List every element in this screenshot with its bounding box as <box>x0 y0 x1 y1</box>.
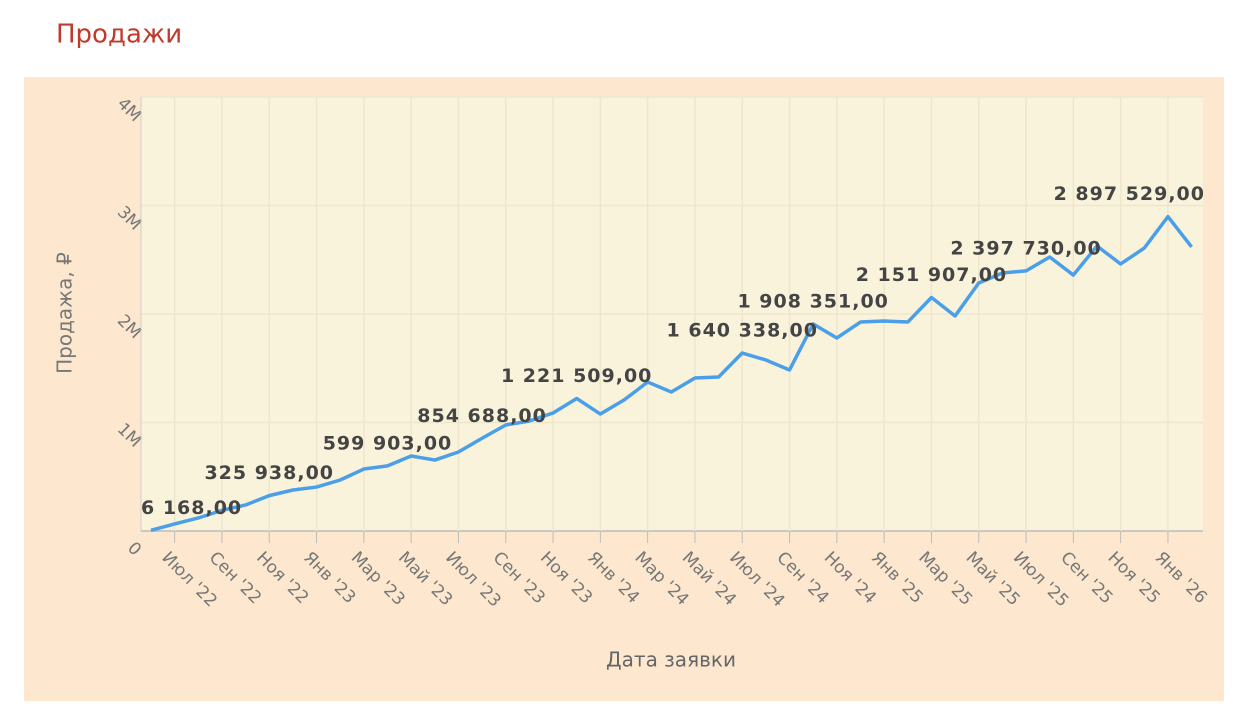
line-series <box>150 214 1193 533</box>
y-axis-title: Продажа, ₽ <box>53 252 77 374</box>
data-label: 325 938,00 <box>204 462 334 484</box>
data-label: 2 897 529,00 <box>1054 183 1205 205</box>
x-axis-title: Дата заявки <box>606 648 736 672</box>
data-label: 2 151 907,00 <box>856 264 1007 286</box>
data-label: 854 688,00 <box>417 405 547 427</box>
data-label: 1 908 351,00 <box>737 290 888 312</box>
data-label: 1 640 338,00 <box>667 320 818 342</box>
data-label: 599 903,00 <box>323 432 453 454</box>
data-label: 6 168,00 <box>141 497 242 519</box>
data-label: 2 397 730,00 <box>950 237 1101 259</box>
chart-title: Продажи <box>56 20 182 50</box>
data-label: 1 221 509,00 <box>501 365 652 387</box>
